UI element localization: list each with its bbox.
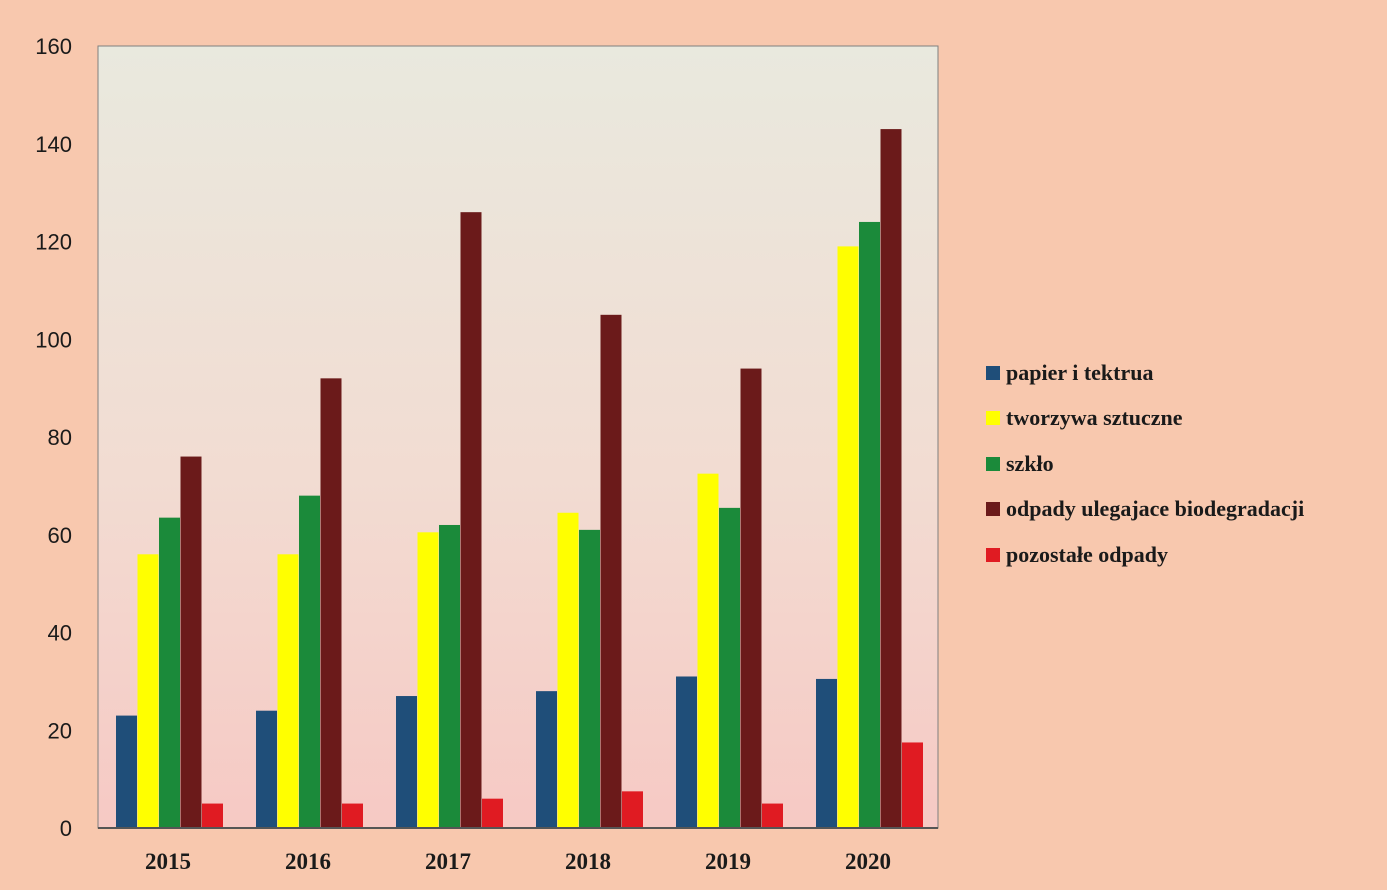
bar: [417, 532, 439, 828]
legend-item-papier: papier i tektrua: [986, 350, 1304, 396]
bar: [859, 221, 880, 828]
legend-swatch-szklo: [986, 456, 1000, 471]
x-tick-label: 2020: [845, 849, 891, 874]
bar: [482, 798, 503, 828]
bar: [579, 529, 600, 828]
bar: [299, 495, 320, 828]
bar: [159, 517, 180, 828]
legend-swatch-biodegradacja: [986, 502, 1000, 517]
bar: [256, 710, 277, 828]
x-tick-label: 2017: [425, 849, 471, 874]
bar: [676, 676, 697, 828]
legend-item-pozostale: pozostałe odpady: [986, 532, 1304, 578]
legend: papier i tektrua tworzywa sztuczne szkło…: [986, 350, 1304, 578]
bar: [902, 742, 923, 828]
x-tick-label: 2019: [705, 849, 751, 874]
x-tick-label: 2018: [565, 849, 611, 874]
legend-label-tworzywa: tworzywa sztuczne: [1006, 405, 1183, 431]
y-tick-label: 20: [48, 718, 72, 743]
y-tick-label: 60: [48, 523, 72, 548]
legend-swatch-pozostale: [986, 547, 1000, 562]
bar: [460, 212, 482, 829]
bar: [536, 691, 557, 828]
bar: [137, 554, 159, 828]
bar: [277, 554, 299, 828]
legend-swatch-tworzywa: [986, 411, 1000, 426]
bar: [180, 456, 202, 828]
legend-item-biodegradacja: odpady ulegajace biodegradacji: [986, 487, 1304, 533]
y-tick-label: 40: [48, 621, 72, 646]
bar: [622, 791, 643, 828]
y-tick-label: 0: [60, 816, 72, 841]
bar: [837, 246, 859, 828]
bar: [202, 803, 223, 828]
legend-label-papier: papier i tektrua: [1006, 359, 1154, 385]
bar: [439, 524, 460, 828]
y-tick-label: 140: [35, 132, 72, 157]
legend-label-pozostale: pozostałe odpady: [1006, 541, 1168, 567]
bar: [762, 803, 783, 828]
bar: [600, 314, 622, 828]
bar: [740, 368, 762, 828]
bar: [697, 473, 719, 828]
x-tick-label: 2015: [145, 849, 191, 874]
bar: [719, 507, 740, 828]
y-tick-label: 80: [48, 425, 72, 450]
bar: [880, 129, 902, 828]
bar: [396, 696, 417, 828]
legend-label-biodegradacja: odpady ulegajace biodegradacji: [1006, 496, 1305, 522]
y-axis-ticks: 0 20 40 60 80 100 120 140 160: [35, 34, 72, 841]
bars-group: [116, 129, 923, 829]
x-axis-ticks: 2015 2016 2017 2018 2019 2020: [145, 849, 891, 874]
bar: [342, 803, 363, 828]
legend-swatch-papier: [986, 365, 1000, 380]
legend-item-tworzywa: tworzywa sztuczne: [986, 396, 1304, 442]
plot-area: [97, 45, 939, 829]
legend-label-szklo: szkło: [1006, 450, 1054, 476]
bar: [816, 678, 837, 828]
bar: [116, 715, 137, 828]
y-tick-label: 100: [35, 327, 72, 352]
y-tick-label: 160: [35, 34, 72, 59]
bar: [557, 512, 579, 828]
bar: [320, 378, 342, 828]
x-tick-label: 2016: [285, 849, 331, 874]
y-tick-label: 120: [35, 230, 72, 255]
legend-item-szklo: szkło: [986, 441, 1304, 487]
